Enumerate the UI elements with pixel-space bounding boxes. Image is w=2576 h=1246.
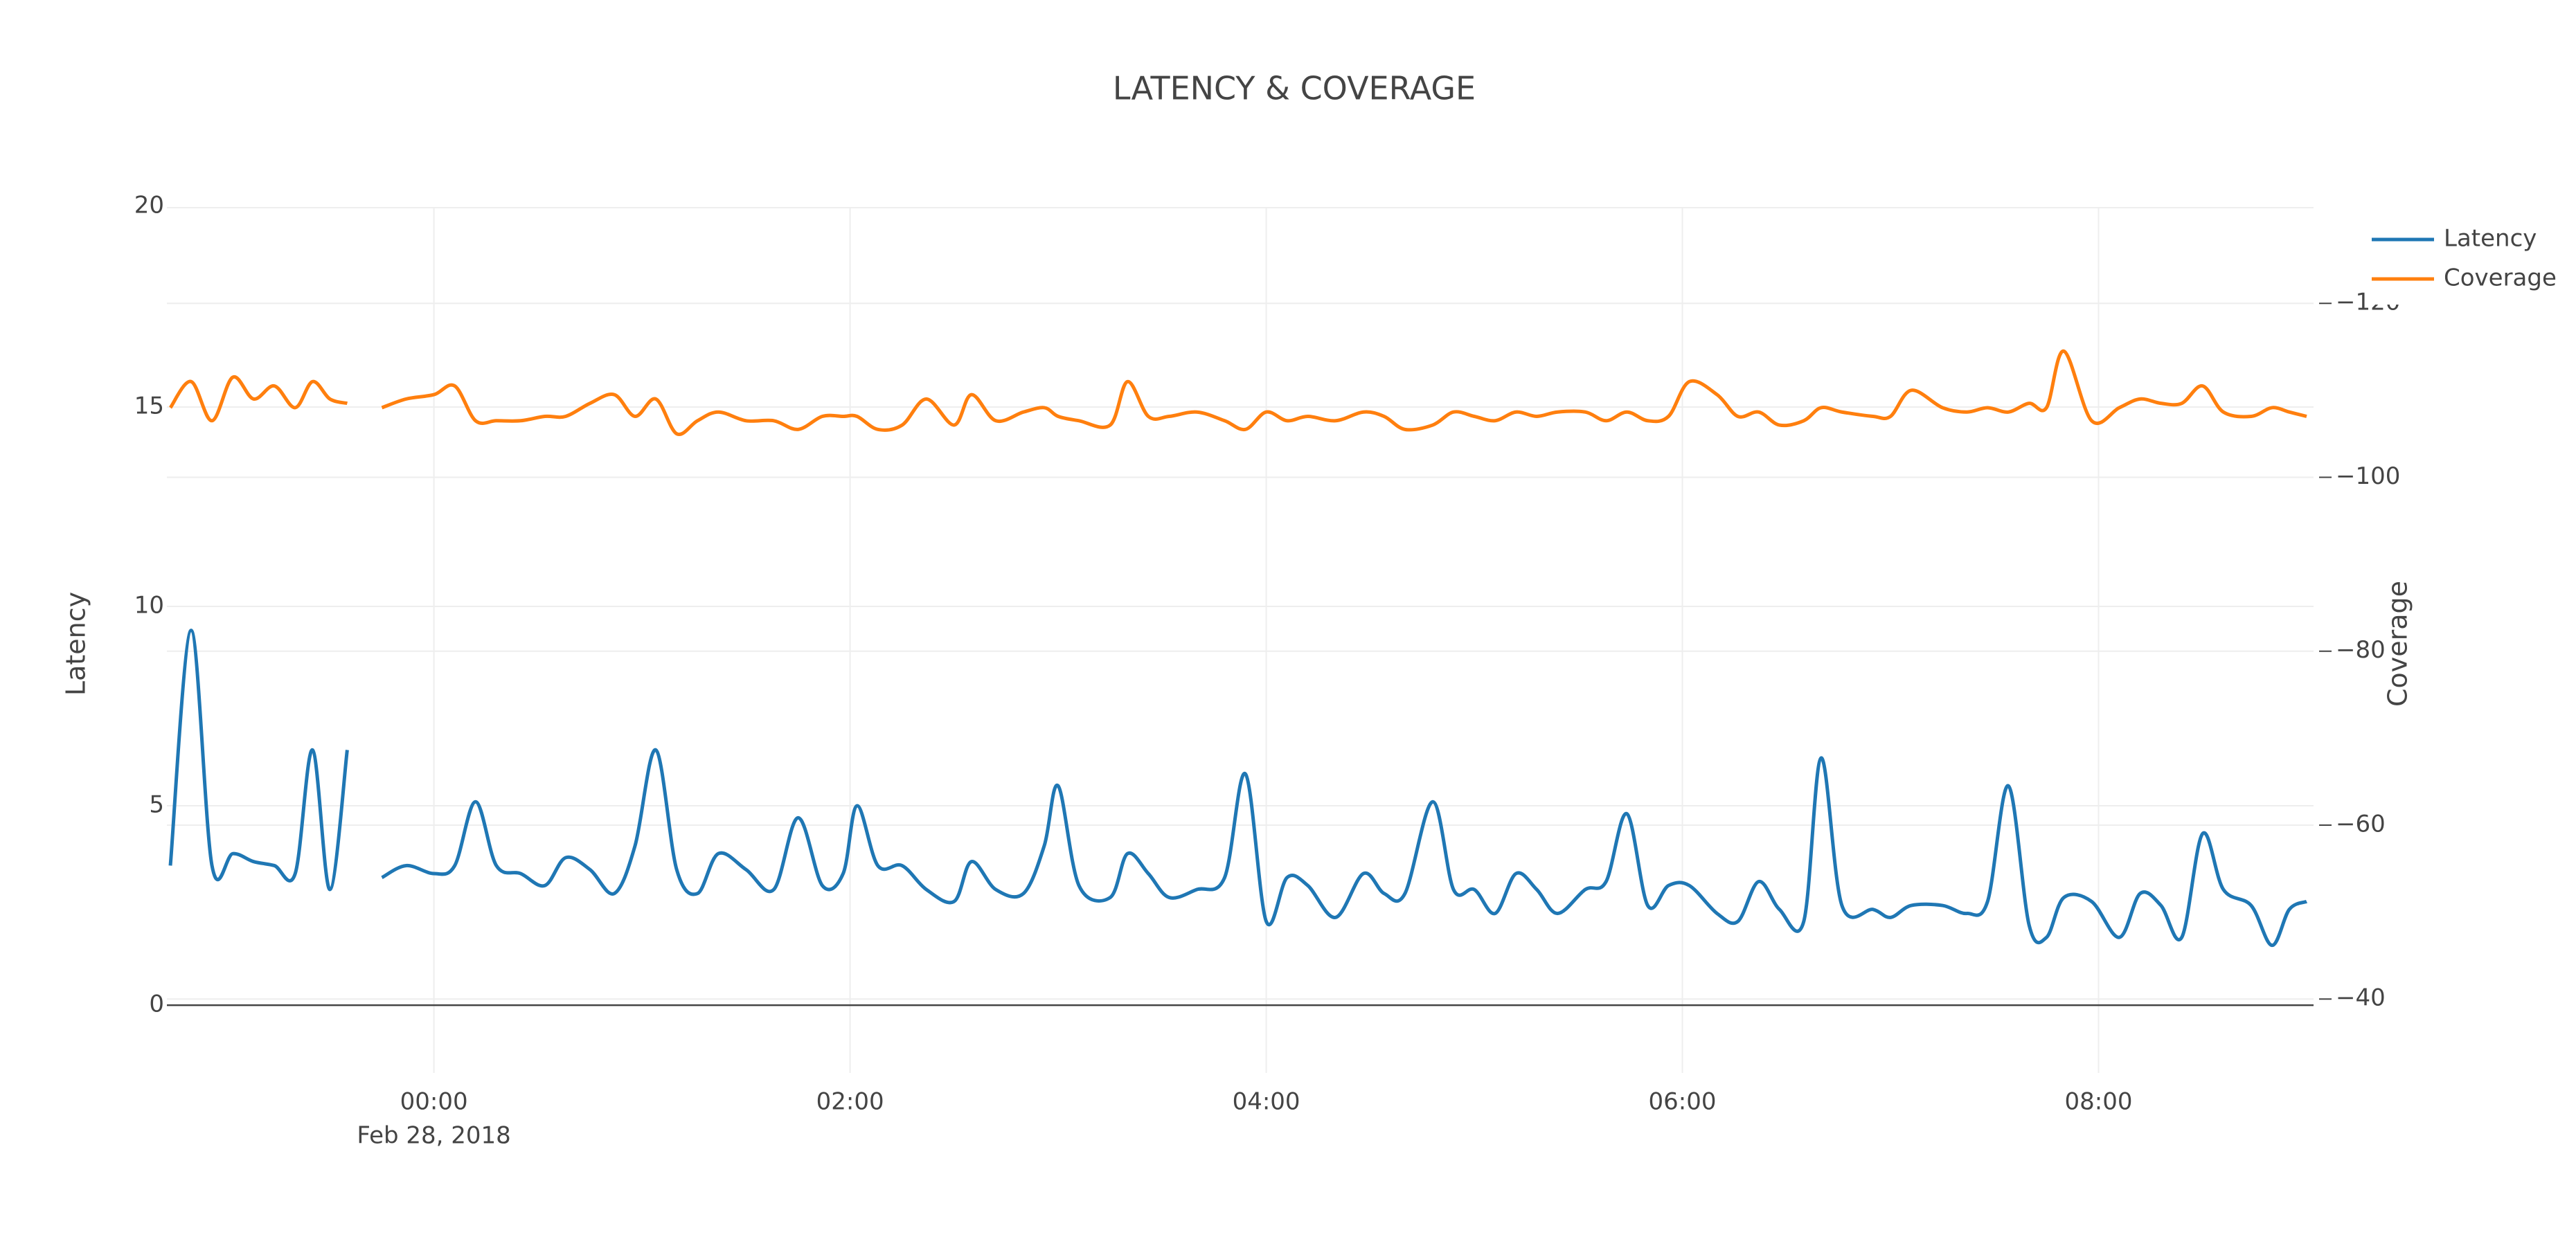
chart-title: LATENCY & COVERAGE (1113, 70, 1476, 107)
y2-tick-label: −100 (2336, 462, 2400, 490)
series-line (381, 748, 2308, 948)
y2-axis-title: Coverage (2383, 581, 2413, 707)
series-line (168, 375, 348, 423)
x-tick-label: 00:00 (400, 1088, 468, 1116)
y-tick-label: 15 (134, 392, 164, 420)
x-tick-label: 06:00 (1649, 1088, 1717, 1116)
y-tick-label: 10 (134, 592, 164, 620)
series-line (168, 629, 349, 892)
x-tick-label: 04:00 (1233, 1088, 1300, 1116)
y2-tick-label: −60 (2336, 810, 2386, 838)
legend-label: Latency (2444, 225, 2537, 253)
y-tick-label: 5 (149, 791, 164, 819)
y-tick-label: 0 (149, 991, 164, 1018)
y2-tick-label: −80 (2336, 636, 2386, 664)
series-line (381, 349, 2307, 436)
y-tick-label: 20 (134, 192, 164, 219)
x-date-label: Feb 28, 2018 (357, 1122, 510, 1150)
y2-tick-label: −40 (2336, 984, 2386, 1012)
x-tick-label: 02:00 (816, 1088, 884, 1116)
legend-label: Coverage (2444, 264, 2557, 292)
x-tick-label: 08:00 (2065, 1088, 2133, 1116)
y-axis-title: Latency (61, 592, 91, 696)
legend-background (2365, 222, 2573, 305)
